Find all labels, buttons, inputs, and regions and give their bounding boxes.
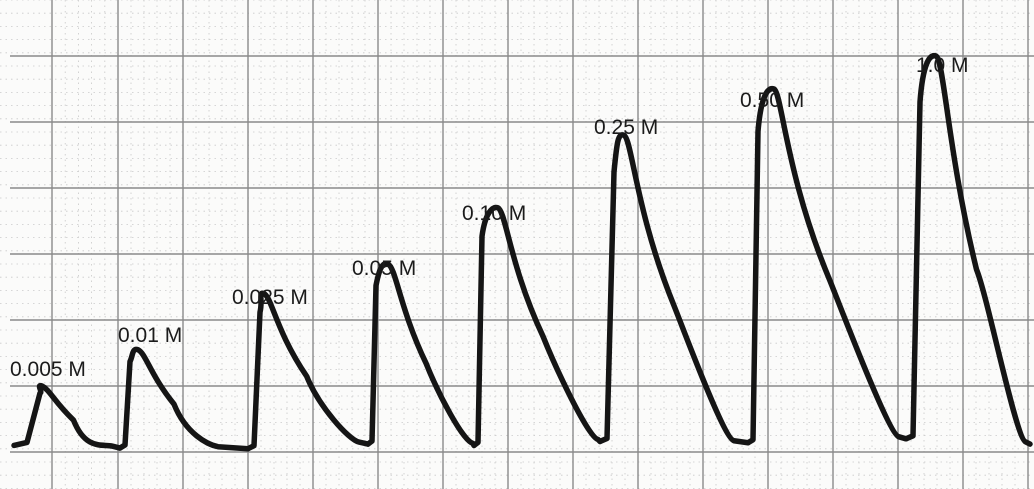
peak-trace — [11, 382, 123, 451]
peak-label: 0.005 M — [10, 358, 86, 381]
peak-label: 0.50 M — [740, 89, 804, 112]
peak-label: 0.01 M — [118, 324, 182, 347]
label-group: 0.005 M 0.01 M 0.025 M 0.05 M 0.10 M 0.25 M 0.… — [10, 54, 969, 381]
major-grid — [10, 0, 1034, 489]
peak-trace — [365, 260, 477, 449]
peak-label: 0.10 M — [462, 202, 526, 225]
peak-label: 1.0 M — [916, 54, 969, 77]
peak-label: 0.25 M — [594, 116, 658, 139]
peak-trace — [903, 53, 1033, 447]
trace-group — [11, 53, 1033, 452]
peak-trace — [117, 346, 251, 452]
peak-trace — [245, 290, 371, 452]
peak-trace — [597, 132, 751, 446]
peak-trace — [471, 204, 603, 449]
peak-label: 0.025 M — [232, 286, 308, 309]
peak-trace — [745, 86, 909, 446]
peak-label: 0.05 M — [352, 257, 416, 280]
